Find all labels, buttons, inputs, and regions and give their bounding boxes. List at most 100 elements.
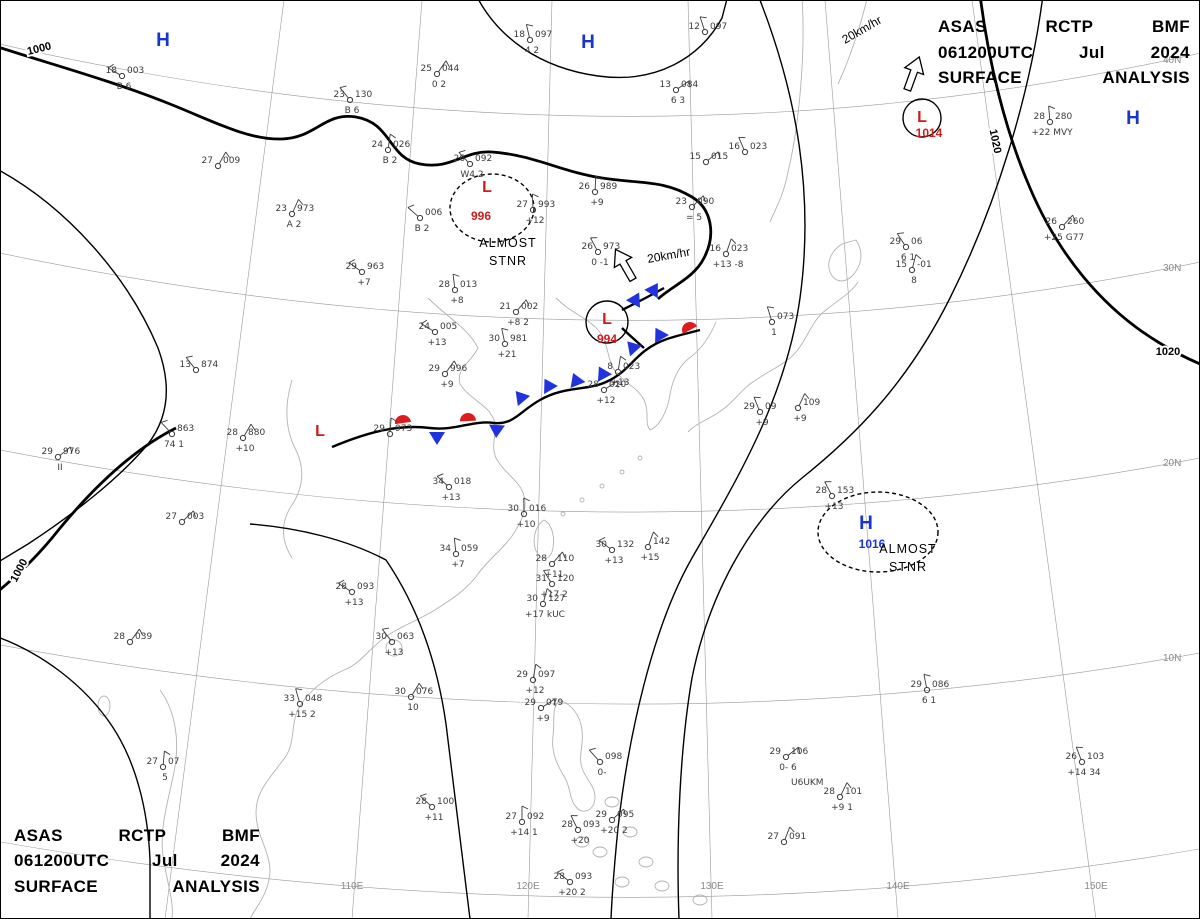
station-circle <box>688 203 696 211</box>
station-plot: 34 059 +7 <box>440 537 478 570</box>
station-pressure: 006 <box>425 208 442 218</box>
coastline <box>769 0 804 223</box>
station-plot: 13 084 6 3 <box>660 80 699 106</box>
station-circle <box>178 518 186 526</box>
station-extra: +11 <box>545 570 564 580</box>
station-circle <box>296 700 304 708</box>
station-pressure: 059 <box>461 544 478 554</box>
station-temp: 29 <box>770 747 782 757</box>
station-temp: 28 <box>816 486 828 496</box>
station-temp: 24 <box>419 322 431 332</box>
station-extra: +21 <box>498 350 517 360</box>
station-circle <box>518 818 526 826</box>
station-temp: 30 <box>508 504 520 514</box>
station-plot: 26 092 W4 2 <box>454 150 492 180</box>
longitude-label: 120E <box>516 881 540 892</box>
center-pressure-value: 994 <box>597 332 617 346</box>
station-id: U6UKM <box>791 778 824 788</box>
station-plot: 21 002 +8 2 <box>500 299 538 328</box>
station-plot: 29 106 0- 6 <box>770 746 808 773</box>
station-extra: +25 G77 <box>1044 233 1084 243</box>
station-circle <box>526 36 534 44</box>
station-plot: 30 132 +13 <box>596 536 634 566</box>
station-plot: 29 963 +7 <box>346 259 384 288</box>
station-extra: +17 2 <box>540 590 568 600</box>
wind-barb-icon <box>295 688 303 702</box>
station-circle <box>520 510 528 518</box>
station-temp: 30 <box>527 594 539 604</box>
station-plot: 27 009 <box>202 151 240 170</box>
station-extra: +13 <box>825 502 844 512</box>
station-circle <box>722 250 730 258</box>
station-temp: 28 <box>227 428 239 438</box>
station-plot: 29 097 +12 <box>517 663 555 696</box>
wind-barb-icon <box>1063 214 1076 226</box>
station-plot: 16 023 <box>729 136 767 156</box>
station-plot: 29 079 +9 <box>525 698 564 724</box>
station-circle <box>1046 118 1054 126</box>
station-circle <box>608 546 616 554</box>
station-plot: 28 880 +10 <box>227 423 265 454</box>
wind-barb-icon <box>453 537 461 552</box>
front-line <box>331 328 701 449</box>
station-circle <box>346 96 354 104</box>
station-pressure: 093 <box>583 820 600 830</box>
station-plot: 27 003 <box>166 510 204 526</box>
station-extra: +22 MVY <box>1031 128 1073 138</box>
station-circle <box>1078 758 1086 766</box>
station-pressure: 013 <box>460 280 477 290</box>
station-extra: +7 <box>451 560 464 570</box>
station-pressure: 003 <box>187 512 204 522</box>
island <box>560 511 566 517</box>
station-plot: 30 076 10 <box>395 683 433 713</box>
station-circle <box>672 86 680 94</box>
isobar-dotted-high <box>817 491 939 573</box>
station-extra: +20 2 <box>558 888 586 898</box>
station-temp: 28 <box>1034 112 1046 122</box>
isobar <box>0 170 167 562</box>
station-plot: 16 023 +13 -8 <box>710 238 748 270</box>
low-center-letter: L <box>315 423 325 440</box>
station-plot: 30 016 +10 <box>508 497 546 530</box>
title-word: 061200UTC <box>14 851 110 870</box>
station-circle <box>548 580 556 588</box>
station-extra: +13 <box>611 378 630 388</box>
station-temp: 31 <box>536 574 547 584</box>
wind-barb-icon <box>517 299 530 311</box>
station-plot: 29 06 6 1 <box>890 232 923 263</box>
latitude-label: 40N <box>1163 55 1181 66</box>
station-temp: 23 <box>276 204 287 214</box>
station-extra: 8 <box>911 276 917 286</box>
station-extra: 74 1 <box>164 440 184 450</box>
coastline <box>159 689 178 919</box>
title-line-1: ASAS RCTP BMF <box>14 823 260 849</box>
isobar-value-label: 1000 <box>8 557 30 584</box>
title-word: Jul <box>152 851 178 870</box>
title-word: ASAS <box>938 17 987 36</box>
station-temp: 27 <box>768 832 779 842</box>
wind-barb-icon <box>588 747 599 761</box>
station-pressure: 103 <box>1087 752 1104 762</box>
station-extra: B 6 <box>345 106 360 116</box>
title-word: 2024 <box>220 851 260 870</box>
wind-barb-icon <box>553 551 566 563</box>
station-plot: 29 095 +20 2 <box>596 808 634 836</box>
station-circle <box>701 28 709 36</box>
wind-barb-icon <box>896 232 905 246</box>
station-circle <box>529 206 537 214</box>
station-temp: 23 <box>334 90 345 100</box>
front-line <box>621 286 665 312</box>
wind-barb-icon <box>501 327 509 342</box>
center-pressure-value: 996 <box>471 209 491 223</box>
station-temp: 15 <box>690 152 701 162</box>
station-plot: 28 039 <box>114 628 152 646</box>
station-pressure: 048 <box>305 694 322 704</box>
island <box>638 856 654 868</box>
isobar <box>0 426 177 592</box>
high-center-letter: H <box>581 32 595 53</box>
station-extra: +12 <box>597 396 616 406</box>
station-plot: 18 003 B 6 <box>106 63 144 92</box>
station-temp: 26 <box>579 182 591 192</box>
station-pressure: 130 <box>355 90 372 100</box>
